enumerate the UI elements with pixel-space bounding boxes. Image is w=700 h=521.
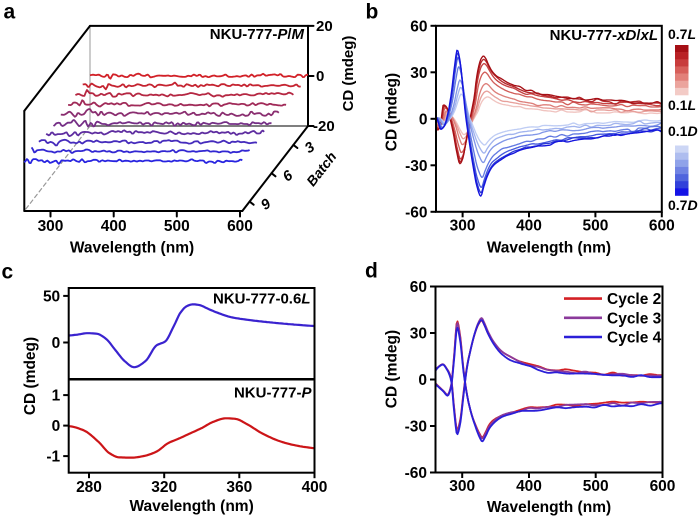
svg-text:Cycle 3: Cycle 3 (607, 310, 662, 327)
svg-text:30: 30 (410, 65, 427, 82)
svg-text:Wavelength (nm): Wavelength (nm) (487, 499, 611, 516)
svg-text:500: 500 (583, 478, 609, 495)
svg-text:30: 30 (410, 326, 427, 343)
svg-text:0: 0 (418, 372, 427, 389)
svg-text:Cycle 4: Cycle 4 (607, 330, 662, 347)
svg-text:0: 0 (52, 335, 61, 352)
svg-text:360: 360 (226, 479, 252, 496)
svg-text:CD (mdeg): CD (mdeg) (384, 330, 401, 408)
svg-text:300: 300 (38, 218, 64, 235)
svg-text:NKU-777-P/M: NKU-777-P/M (210, 26, 305, 43)
svg-text:20: 20 (316, 18, 333, 35)
svg-text:NKU-777-P: NKU-777-P (234, 385, 313, 402)
svg-text:CD (mdeg): CD (mdeg) (384, 73, 401, 151)
svg-text:0: 0 (52, 418, 61, 435)
svg-text:CD (mdeg): CD (mdeg) (340, 36, 357, 112)
svg-text:d: d (365, 260, 378, 283)
svg-text:Wavelength (nm): Wavelength (nm) (487, 240, 611, 257)
svg-text:0.7L: 0.7L (668, 26, 696, 42)
svg-text:0: 0 (419, 111, 428, 128)
svg-text:400: 400 (101, 218, 127, 235)
svg-text:300: 300 (450, 218, 476, 235)
svg-text:a: a (4, 1, 16, 24)
svg-text:400: 400 (516, 478, 542, 495)
svg-text:NKU-777-0.6L: NKU-777-0.6L (213, 291, 311, 308)
svg-text:NKU-777-xD/xL: NKU-777-xD/xL (550, 27, 658, 44)
svg-text:-1: -1 (46, 449, 60, 466)
svg-text:0.7D: 0.7D (668, 197, 698, 213)
svg-text:500: 500 (582, 218, 608, 235)
svg-text:-60: -60 (405, 465, 427, 482)
svg-text:Cycle 2: Cycle 2 (607, 291, 661, 308)
svg-text:50: 50 (43, 288, 60, 305)
svg-text:280: 280 (76, 479, 102, 496)
svg-text:Wavelength (nm): Wavelength (nm) (70, 240, 194, 257)
svg-text:Wavelength (nm): Wavelength (nm) (129, 498, 253, 515)
svg-text:CD (mdeg): CD (mdeg) (22, 337, 39, 415)
svg-text:500: 500 (164, 218, 190, 235)
svg-text:-30: -30 (405, 419, 427, 436)
svg-text:c: c (2, 261, 14, 284)
svg-text:400: 400 (516, 218, 542, 235)
svg-text:-30: -30 (405, 158, 427, 175)
svg-text:0.1D: 0.1D (668, 123, 698, 139)
svg-text:1: 1 (52, 388, 61, 405)
svg-text:600: 600 (227, 218, 253, 235)
svg-text:600: 600 (649, 218, 675, 235)
svg-text:300: 300 (449, 478, 475, 495)
svg-text:b: b (366, 1, 379, 24)
svg-text:400: 400 (302, 479, 328, 496)
svg-text:-20: -20 (313, 118, 335, 135)
svg-text:60: 60 (410, 279, 427, 296)
svg-text:-60: -60 (405, 204, 427, 221)
svg-text:0: 0 (316, 68, 324, 85)
svg-text:60: 60 (410, 18, 427, 35)
svg-text:600: 600 (650, 478, 676, 495)
svg-text:0.1L: 0.1L (668, 97, 696, 113)
svg-text:320: 320 (151, 479, 177, 496)
